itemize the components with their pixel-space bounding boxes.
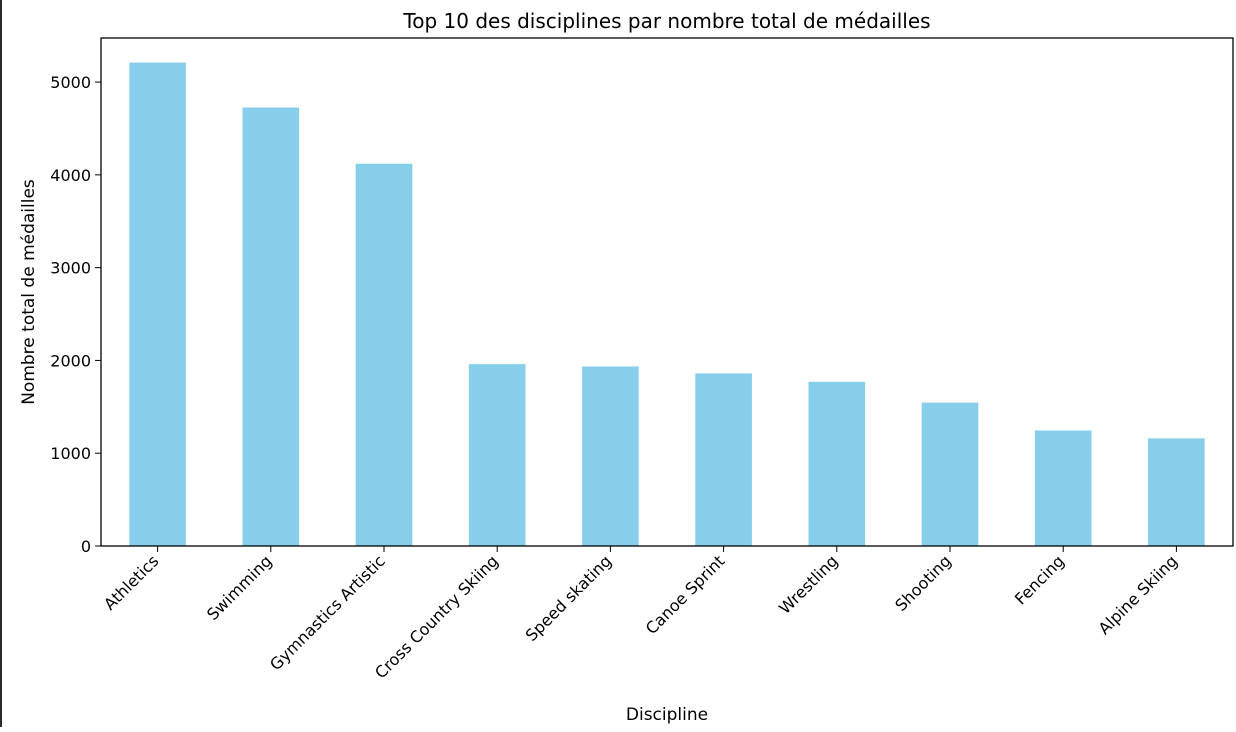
bar-fencing: [1034, 430, 1092, 546]
bar-swimming: [242, 107, 300, 546]
bar-athletics: [129, 62, 186, 546]
bar-speed-skating: [582, 366, 639, 546]
bar-alpine-skiing: [1148, 438, 1205, 546]
y-tick-label: 1000: [50, 444, 91, 463]
y-axis-label: Nombre total de médailles: [19, 179, 39, 405]
x-tick-label: Alpine Skiing: [1094, 551, 1181, 638]
x-tick-label: Athletics: [100, 551, 162, 613]
bar-cross-country-skiing: [468, 364, 526, 546]
y-tick-label: 0: [81, 537, 91, 556]
x-tick-label: Cross Country Skiing: [371, 551, 502, 682]
x-tick-label: Swimming: [203, 551, 276, 624]
x-tick-label: Gymnastics Artistic: [266, 551, 389, 674]
x-tick-label: Shooting: [891, 551, 955, 615]
x-axis-label: Discipline: [626, 705, 708, 725]
y-tick-label: 5000: [50, 73, 91, 92]
bars-group: [129, 62, 1205, 547]
y-tick-label: 4000: [50, 166, 91, 185]
bar-gymnastics-artistic: [355, 163, 413, 547]
x-tick-label: Wrestling: [775, 551, 841, 617]
x-tick-label: Canoe Sprint: [642, 551, 729, 638]
window-edge-strip: [0, 0, 2, 727]
x-tick-label: Speed skating: [522, 551, 616, 645]
y-tick-label: 2000: [50, 351, 91, 370]
chart-title: Top 10 des disciplines par nombre total …: [402, 9, 930, 33]
plot-area-frame: [100, 37, 1234, 547]
y-axis-ticks: 0 1000 2000 3000 4000 5000: [50, 73, 101, 556]
bar-canoe-sprint: [695, 373, 752, 546]
y-tick-label: 3000: [50, 259, 91, 278]
x-tick-label: Fencing: [1011, 551, 1068, 608]
bar-shooting: [921, 402, 979, 546]
bar-wrestling: [808, 381, 866, 546]
